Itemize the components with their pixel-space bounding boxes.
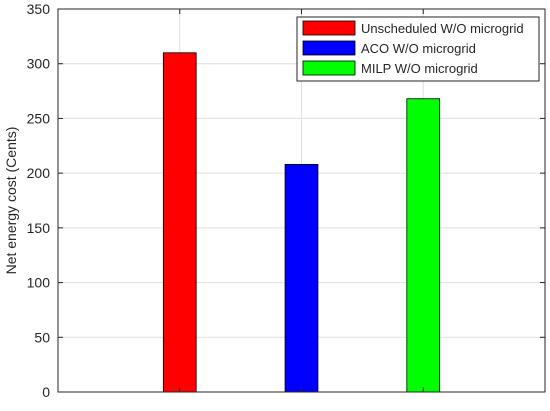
y-axis-ticks: 0 50 100 150 200 250 300 350 bbox=[27, 1, 545, 400]
bar-2 bbox=[284, 163, 319, 393]
bar-1 bbox=[162, 52, 197, 393]
y-tick-label: 150 bbox=[27, 220, 51, 236]
legend-swatch bbox=[302, 40, 356, 56]
y-tick-label: 300 bbox=[27, 56, 51, 72]
y-tick-label: 100 bbox=[27, 275, 51, 291]
bar-3 bbox=[406, 98, 441, 393]
legend-swatch bbox=[302, 60, 356, 76]
y-tick-label: 200 bbox=[27, 165, 51, 181]
legend-label: Unscheduled W/O microgrid bbox=[361, 21, 524, 36]
y-tick-label: 0 bbox=[42, 384, 50, 400]
y-tick-label: 250 bbox=[27, 110, 51, 126]
y-tick-label: 50 bbox=[34, 329, 50, 345]
legend-label: MILP W/O microgrid bbox=[361, 61, 478, 76]
y-tick-label: 350 bbox=[27, 1, 51, 17]
y-axis-label: Net energy cost (Cents) bbox=[3, 127, 19, 275]
legend: Unscheduled W/O microgrid ACO W/O microgr… bbox=[296, 16, 540, 82]
legend-label: ACO W/O microgrid bbox=[361, 41, 476, 56]
bars-group bbox=[162, 52, 441, 393]
legend-swatch bbox=[302, 20, 356, 36]
